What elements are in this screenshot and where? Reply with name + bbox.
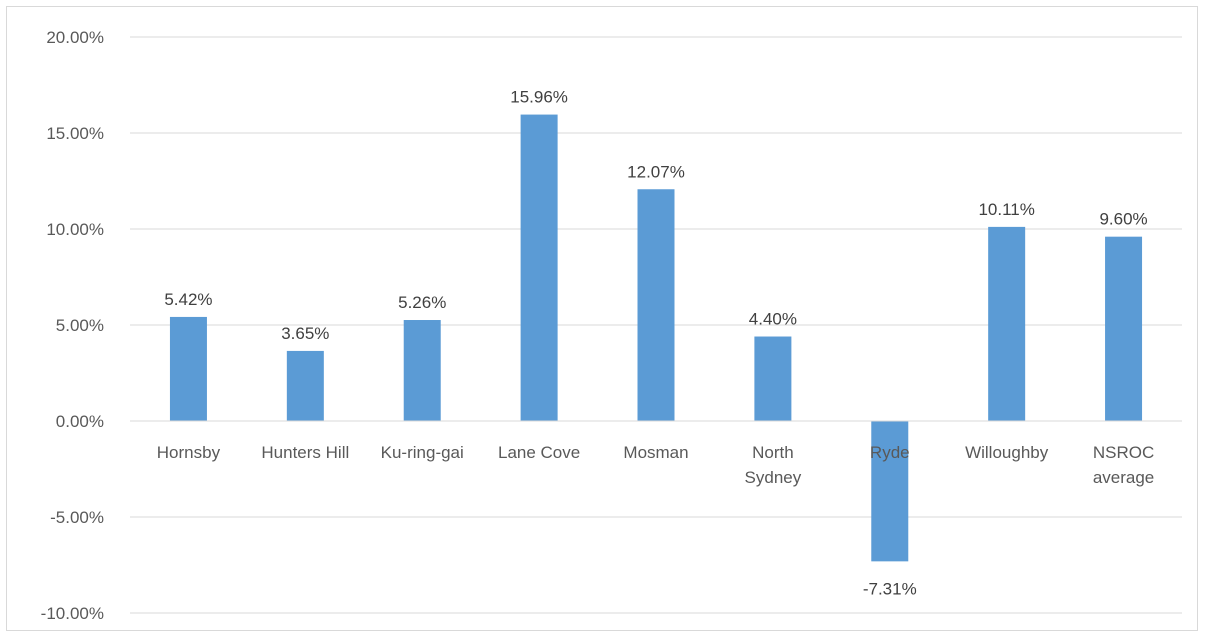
x-category-label: Willoughby: [965, 443, 1049, 462]
data-label: 10.11%: [978, 200, 1034, 219]
x-category-label: Hornsby: [157, 443, 221, 462]
data-label: -7.31%: [863, 579, 917, 598]
data-label: 5.26%: [398, 293, 446, 312]
data-label: 12.07%: [627, 162, 685, 181]
x-category-label: Lane Cove: [498, 443, 580, 462]
y-tick-label: -5.00%: [50, 508, 104, 527]
x-category-label: Ku-ring-gai: [381, 443, 464, 462]
data-label: 3.65%: [281, 324, 329, 343]
bar: [754, 336, 792, 421]
y-tick-label: -10.00%: [41, 604, 104, 623]
y-tick-label: 5.00%: [56, 316, 104, 335]
x-category-label: average: [1093, 468, 1154, 487]
bar: [520, 114, 558, 422]
data-label: 5.42%: [164, 290, 212, 309]
y-tick-label: 0.00%: [56, 412, 104, 431]
x-category-label: Sydney: [745, 468, 802, 487]
bar: [286, 350, 324, 421]
data-label: 4.40%: [749, 310, 797, 329]
x-category-label: North: [752, 443, 794, 462]
x-category-label: Ryde: [870, 443, 910, 462]
data-label: 15.96%: [510, 88, 568, 107]
bar: [403, 320, 441, 421]
bar: [988, 226, 1026, 421]
x-category-label: Hunters Hill: [261, 443, 349, 462]
bar: [871, 421, 909, 562]
y-tick-label: 10.00%: [46, 220, 104, 239]
bar: [169, 316, 207, 421]
bar: [1105, 236, 1143, 421]
x-category-label: Mosman: [623, 443, 688, 462]
data-label: 9.60%: [1099, 210, 1147, 229]
y-tick-label: 15.00%: [46, 124, 104, 143]
y-tick-label: 20.00%: [46, 28, 104, 47]
bar: [637, 189, 675, 421]
x-category-label: NSROC: [1093, 443, 1154, 462]
